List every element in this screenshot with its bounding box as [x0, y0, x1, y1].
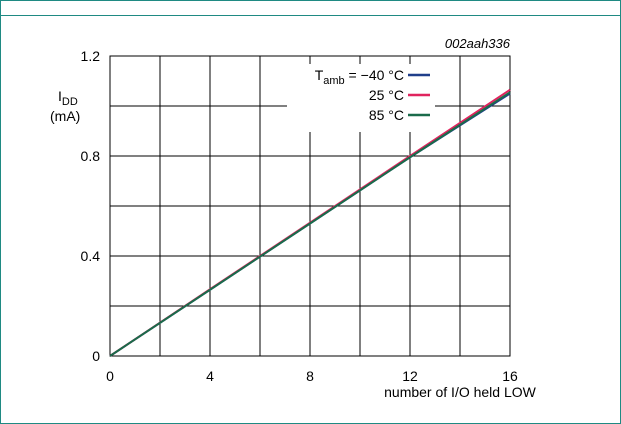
y-axis-unit: (mA)	[50, 108, 80, 124]
legend-series-name: −40 °C	[361, 67, 404, 83]
legend-prefix-sub: amb	[323, 75, 344, 87]
y-axis-label-main: I	[58, 88, 62, 104]
y-axis-label: IDD	[58, 88, 78, 108]
legend-prefix-eq: =	[345, 67, 361, 83]
legend-prefix-main: T	[315, 67, 324, 83]
chart-header-bar	[1, 1, 620, 16]
series-lines	[109, 88, 511, 357]
x-tick-label: 4	[206, 368, 214, 384]
x-tick-label: 8	[306, 368, 314, 384]
legend: Tamb = −40 °C25 °C85 °C	[287, 64, 435, 132]
x-tick-label: 16	[502, 368, 518, 384]
chart-grid	[110, 56, 510, 356]
y-tick-labels: 0 0.4 0.8 1.2	[81, 48, 101, 364]
x-tick-label: 12	[402, 368, 418, 384]
series-line-2	[109, 91, 511, 357]
x-tick-label: 0	[106, 368, 114, 384]
y-tick-label: 1.2	[81, 48, 101, 64]
x-tick-labels: 0 4 8 12 16	[106, 368, 518, 384]
legend-label-1: 25 °C	[369, 87, 404, 103]
x-axis-label: number of I/O held LOW	[384, 384, 537, 400]
y-axis-label-sub: DD	[62, 96, 78, 108]
legend-label-0: Tamb = −40 °C	[315, 67, 404, 87]
y-tick-label: 0.4	[81, 248, 101, 264]
y-tick-label: 0	[92, 348, 100, 364]
figure-id: 002aah336	[445, 36, 511, 51]
legend-label-2: 85 °C	[369, 107, 404, 123]
plot-area-border	[109, 55, 511, 357]
y-tick-label: 0.8	[81, 148, 101, 164]
